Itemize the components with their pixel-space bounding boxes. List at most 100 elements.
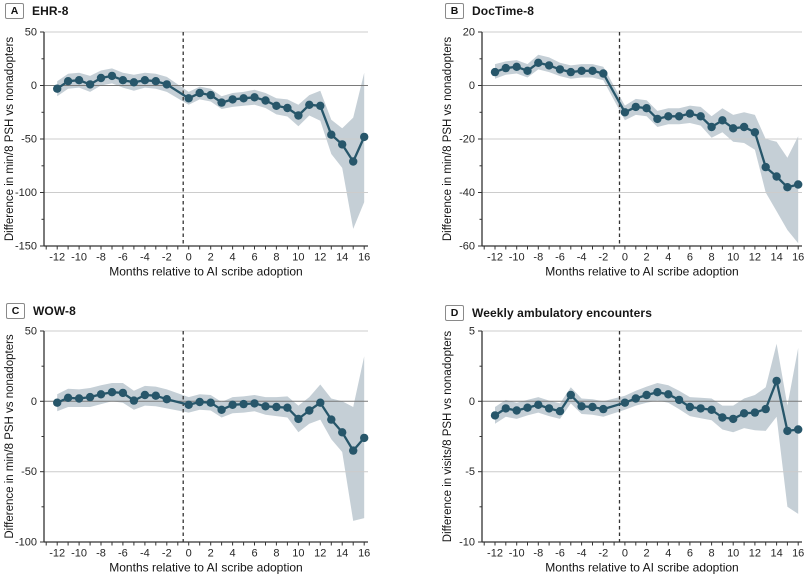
y-axis-ticks: 50 0 -50 -100 -150 bbox=[15, 27, 44, 253]
svg-text:8: 8 bbox=[273, 252, 279, 264]
svg-text:-20: -20 bbox=[459, 134, 475, 146]
svg-text:10: 10 bbox=[727, 548, 739, 560]
axes bbox=[481, 331, 802, 543]
gridlines bbox=[482, 31, 802, 193]
svg-text:-40: -40 bbox=[459, 187, 475, 199]
panel-letter: A bbox=[5, 3, 24, 19]
svg-text:-4: -4 bbox=[577, 252, 587, 264]
svg-text:-6: -6 bbox=[555, 548, 565, 560]
data-points bbox=[490, 58, 803, 192]
svg-text:8: 8 bbox=[709, 252, 715, 264]
svg-text:4: 4 bbox=[665, 548, 671, 560]
svg-text:10: 10 bbox=[292, 548, 304, 560]
panel-letter: B bbox=[445, 3, 464, 19]
svg-text:-5: -5 bbox=[465, 466, 475, 478]
svg-text:-2: -2 bbox=[162, 252, 172, 264]
svg-text:4: 4 bbox=[230, 548, 236, 560]
svg-text:6: 6 bbox=[687, 548, 693, 560]
svg-text:-10: -10 bbox=[71, 252, 87, 264]
svg-text:-10: -10 bbox=[71, 548, 87, 560]
panel-title-row: A EHR-8 bbox=[5, 3, 69, 19]
svg-text:2: 2 bbox=[208, 548, 214, 560]
svg-text:-10: -10 bbox=[509, 548, 525, 560]
svg-text:0: 0 bbox=[469, 396, 475, 408]
data-points bbox=[53, 71, 369, 166]
y-axis-label: Difference in min/8 PSH vs nonadopters bbox=[4, 37, 16, 242]
svg-text:-60: -60 bbox=[459, 241, 475, 253]
axes bbox=[43, 331, 368, 543]
svg-text:-10: -10 bbox=[459, 537, 475, 549]
svg-text:20: 20 bbox=[463, 27, 475, 39]
chart-weekly-encounters: 5 0 -5 -10 -12 -10 -8 -6 -4 -2 0 2 4 6 8 10 12 14 16 Months… bbox=[442, 326, 804, 575]
svg-text:14: 14 bbox=[770, 252, 782, 264]
y-axis-ticks: 5 0 -5 -10 bbox=[459, 326, 482, 549]
series-line bbox=[56, 74, 366, 163]
svg-text:-2: -2 bbox=[162, 548, 172, 560]
x-axis-label: Months relative to AI scribe adoption bbox=[109, 561, 302, 575]
panel-title: WOW-8 bbox=[33, 304, 76, 318]
svg-text:-12: -12 bbox=[487, 548, 503, 560]
svg-text:8: 8 bbox=[273, 548, 279, 560]
svg-text:12: 12 bbox=[314, 252, 326, 264]
svg-text:16: 16 bbox=[792, 548, 804, 560]
svg-text:-8: -8 bbox=[533, 548, 543, 560]
svg-text:12: 12 bbox=[749, 252, 761, 264]
ci-band bbox=[495, 54, 799, 244]
svg-text:50: 50 bbox=[25, 27, 37, 39]
svg-text:16: 16 bbox=[792, 252, 804, 264]
svg-text:0: 0 bbox=[31, 396, 37, 408]
x-axis-label: Months relative to AI scribe adoption bbox=[109, 265, 302, 279]
svg-text:14: 14 bbox=[336, 548, 348, 560]
svg-text:-12: -12 bbox=[487, 252, 503, 264]
y-axis-label: Difference in min/8 PSH vs nonadopters bbox=[442, 37, 454, 242]
x-axis-ticks: -12 -10 -8 -6 -4 -2 0 2 4 6 8 10 12 14 16 bbox=[45, 542, 370, 560]
svg-text:6: 6 bbox=[251, 252, 257, 264]
panel-title-row: B DocTime-8 bbox=[445, 3, 534, 19]
svg-text:2: 2 bbox=[208, 252, 214, 264]
svg-text:6: 6 bbox=[251, 548, 257, 560]
svg-text:0: 0 bbox=[622, 548, 628, 560]
svg-text:-4: -4 bbox=[577, 548, 587, 560]
panel-weekly-encounters: D Weekly ambulatory encounters 5 0 -5 -10 -1… bbox=[405, 289, 810, 578]
svg-text:0: 0 bbox=[622, 252, 628, 264]
svg-text:12: 12 bbox=[314, 548, 326, 560]
y-axis-label: Difference in min/8 PSH vs nonadopters bbox=[4, 334, 16, 539]
svg-text:-150: -150 bbox=[15, 241, 37, 253]
svg-text:0: 0 bbox=[186, 548, 192, 560]
panel-ehr8: A EHR-8 50 0 -50 -100 -150 -12 -10 -8 -6 -4 -2 0 2 4 6… bbox=[0, 0, 405, 289]
svg-text:-8: -8 bbox=[96, 252, 106, 264]
series-line bbox=[56, 391, 366, 452]
svg-text:-8: -8 bbox=[96, 548, 106, 560]
svg-text:-100: -100 bbox=[15, 537, 37, 549]
svg-text:-100: -100 bbox=[15, 187, 37, 199]
svg-text:16: 16 bbox=[358, 548, 370, 560]
series-line bbox=[493, 379, 800, 433]
svg-text:0: 0 bbox=[186, 252, 192, 264]
svg-text:0: 0 bbox=[31, 80, 37, 92]
svg-text:2: 2 bbox=[644, 548, 650, 560]
ci-band bbox=[57, 356, 365, 521]
panel-title: Weekly ambulatory encounters bbox=[472, 306, 652, 320]
svg-text:10: 10 bbox=[727, 252, 739, 264]
svg-text:-50: -50 bbox=[21, 134, 37, 146]
svg-text:16: 16 bbox=[358, 252, 370, 264]
panel-wow8: C WOW-8 50 0 -50 -100 -12 -10 -8 -6 -4 -2 0 2 4 6 8 10 1… bbox=[0, 289, 405, 578]
gridlines bbox=[482, 330, 802, 473]
svg-text:-2: -2 bbox=[598, 548, 608, 560]
panel-title-row: D Weekly ambulatory encounters bbox=[445, 305, 652, 321]
x-axis-ticks: -12 -10 -8 -6 -4 -2 0 2 4 6 8 10 12 14 16 bbox=[483, 246, 804, 264]
svg-text:2: 2 bbox=[644, 252, 650, 264]
data-points bbox=[53, 388, 369, 455]
data-points bbox=[490, 376, 803, 436]
svg-text:14: 14 bbox=[336, 252, 348, 264]
svg-text:0: 0 bbox=[469, 80, 475, 92]
chart-doctime8: 200-20-40-60-12 -10 -8 -6 -4 -2 0 2 4 6 8 10 12 14 16M… bbox=[442, 27, 804, 279]
svg-text:4: 4 bbox=[230, 252, 236, 264]
gridlines bbox=[44, 31, 368, 193]
x-axis-label: Months relative to AI scribe adoption bbox=[545, 561, 738, 575]
panel-doctime8: B DocTime-8 20 0 -20 -40 -60 -12 -10 -8 -6 -4 -2 0 2… bbox=[405, 0, 810, 289]
svg-text:-8: -8 bbox=[533, 252, 543, 264]
chart-wow8: 50 0 -50 -100 -12 -10 -8 -6 -4 -2 0 2 4 6 8 10 12 14 16 Mon… bbox=[4, 326, 370, 575]
panel-title-row: C WOW-8 bbox=[6, 303, 76, 319]
